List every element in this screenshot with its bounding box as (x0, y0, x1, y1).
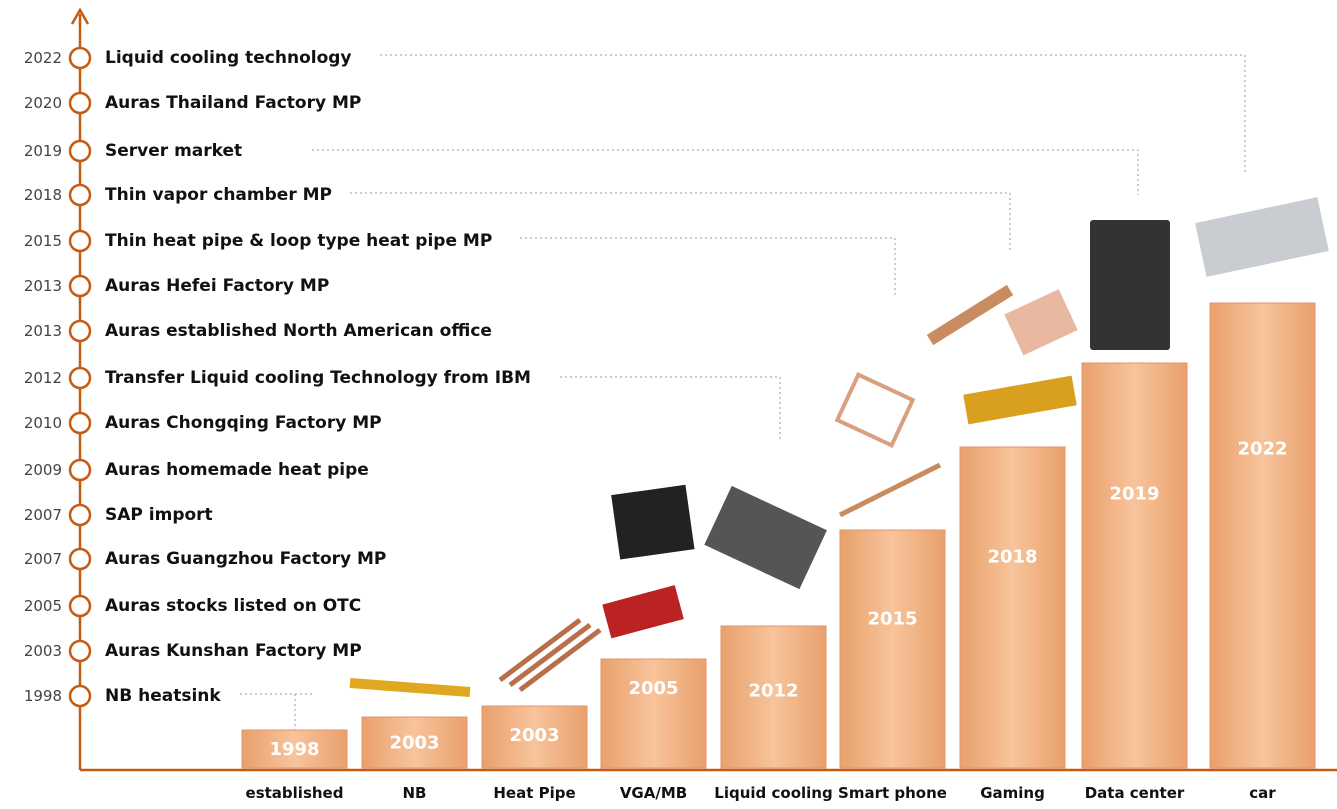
timeline-year: 2020 (24, 94, 62, 112)
timeline-node (70, 460, 90, 480)
timeline-event: Transfer Liquid cooling Technology from … (105, 368, 531, 388)
bar-year: 2003 (389, 733, 439, 754)
timeline-year: 2009 (24, 461, 62, 479)
timeline-year: 2005 (24, 597, 62, 615)
timeline-node (70, 141, 90, 161)
timeline-event: Auras Hefei Factory MP (105, 276, 329, 296)
timeline-node (70, 596, 90, 616)
bar-year: 2003 (509, 725, 559, 746)
bar (601, 659, 706, 768)
category-label: car (1249, 784, 1276, 802)
timeline-node (70, 413, 90, 433)
timeline-year: 2013 (24, 322, 62, 340)
timeline-node (70, 368, 90, 388)
timeline-node (70, 48, 90, 68)
bar-year: 2019 (1109, 483, 1159, 504)
timeline-node (70, 505, 90, 525)
category-label: Liquid cooling (714, 784, 832, 802)
timeline-node (70, 641, 90, 661)
timeline-year: 2022 (24, 49, 62, 67)
category-label: Smart phone (838, 784, 947, 802)
timeline-year: 2013 (24, 277, 62, 295)
bar (960, 447, 1065, 768)
timeline-year: 2018 (24, 186, 62, 204)
timeline-year: 2007 (24, 550, 62, 568)
timeline-node (70, 321, 90, 341)
category-label: Heat Pipe (493, 784, 575, 802)
timeline-node (70, 231, 90, 251)
category-label: NB (403, 784, 427, 802)
timeline-year: 2019 (24, 142, 62, 160)
timeline-year: 2003 (24, 642, 62, 660)
timeline-node (70, 93, 90, 113)
bar-year: 2022 (1237, 438, 1287, 459)
bar-year: 2012 (748, 681, 798, 702)
timeline-node (70, 185, 90, 205)
timeline-node (70, 276, 90, 296)
timeline-event: SAP import (105, 505, 213, 525)
timeline-event: Auras stocks listed on OTC (105, 596, 361, 616)
category-label: VGA/MB (620, 784, 687, 802)
bar-year: 2018 (987, 546, 1037, 567)
infographic: 2022 Liquid cooling technology 2020 Auras T… (0, 0, 1337, 805)
bar-year: 2005 (628, 678, 678, 699)
timeline-event: Auras Chongqing Factory MP (105, 413, 382, 433)
timeline-event: Auras Kunshan Factory MP (105, 641, 362, 661)
timeline-event: Thin vapor chamber MP (105, 185, 332, 205)
timeline-event: Auras Guangzhou Factory MP (105, 549, 386, 569)
bar-year: 2015 (867, 609, 917, 630)
bar (1082, 363, 1187, 768)
timeline-node (70, 686, 90, 706)
category-label: established (246, 784, 344, 802)
category-label: Data center (1085, 784, 1185, 802)
timeline-event: Server market (105, 141, 242, 161)
timeline-event: Thin heat pipe & loop type heat pipe MP (105, 231, 492, 251)
timeline-year: 2012 (24, 369, 62, 387)
bar (1210, 303, 1315, 768)
bar (840, 530, 945, 768)
timeline-event: Auras established North American office (105, 321, 492, 341)
timeline-year: 2015 (24, 232, 62, 250)
bar-year: 1998 (269, 739, 319, 760)
timeline-event: Auras Thailand Factory MP (105, 93, 361, 113)
timeline-year: 2010 (24, 414, 62, 432)
timeline-event: NB heatsink (105, 686, 221, 706)
timeline-year: 2007 (24, 506, 62, 524)
timeline-node (70, 549, 90, 569)
category-label: Gaming (980, 784, 1045, 802)
timeline-event: Liquid cooling technology (105, 48, 352, 68)
timeline-event: Auras homemade heat pipe (105, 460, 369, 480)
timeline-year: 1998 (24, 687, 62, 705)
